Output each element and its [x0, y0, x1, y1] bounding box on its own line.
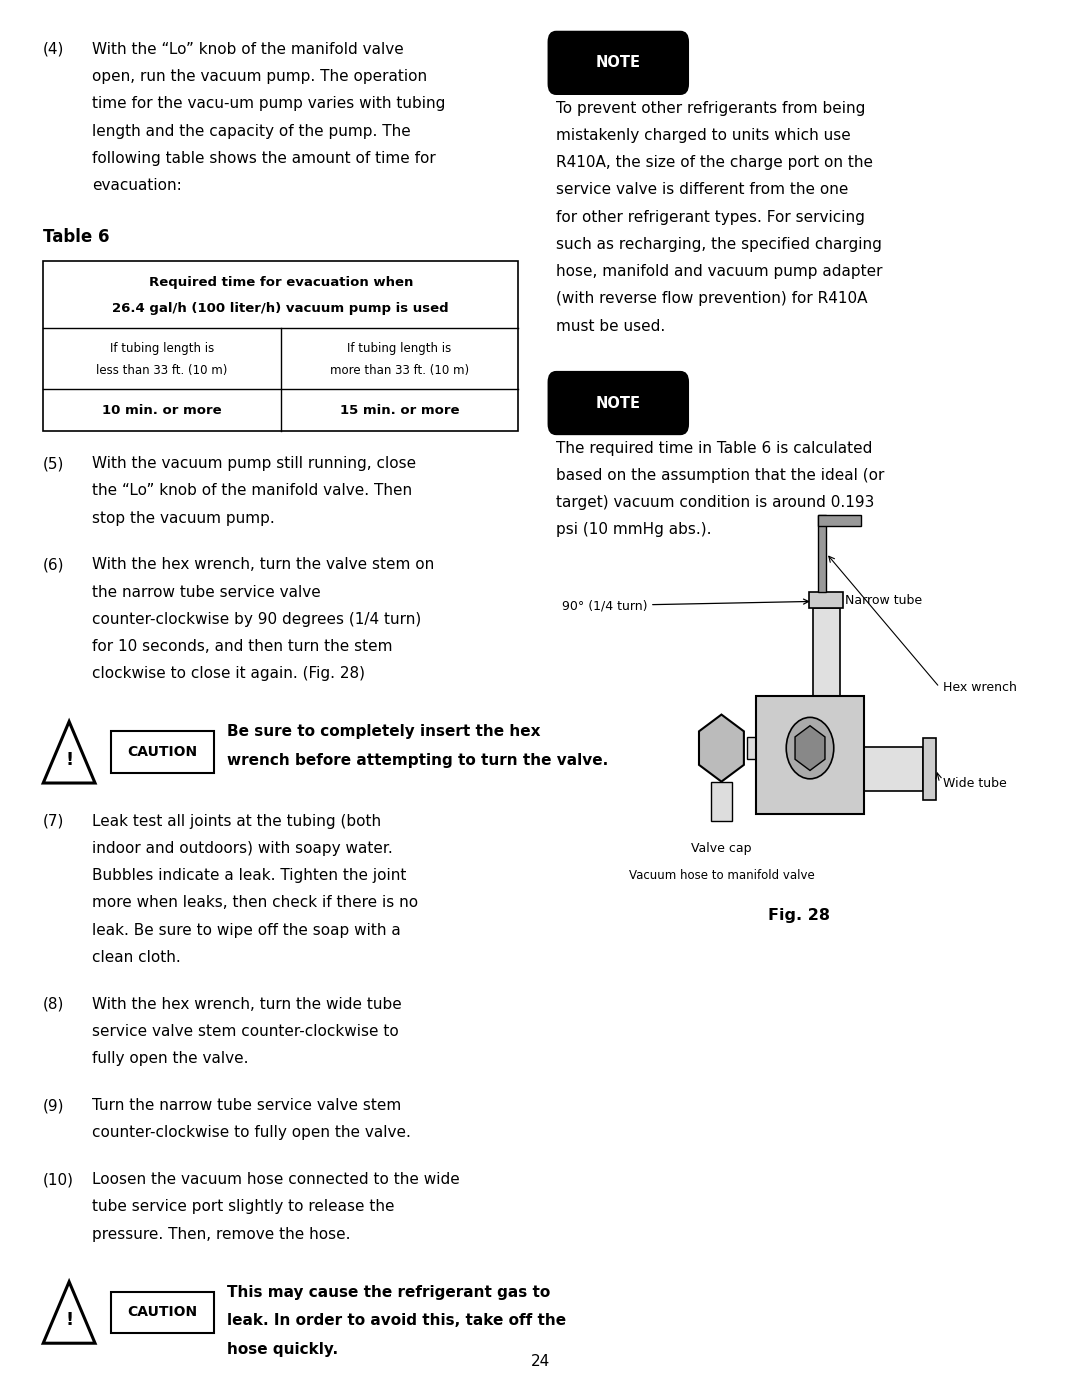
Text: Fig. 28: Fig. 28 [768, 908, 831, 923]
Text: 26.4 gal/h (100 liter/h) vacuum pump is used: 26.4 gal/h (100 liter/h) vacuum pump is … [112, 302, 449, 314]
Text: the narrow tube service valve: the narrow tube service valve [92, 584, 321, 599]
Text: less than 33 ft. (10 m): less than 33 ft. (10 m) [96, 365, 228, 377]
Text: (6): (6) [43, 557, 65, 573]
Text: counter-clockwise by 90 degrees (1/4 turn): counter-clockwise by 90 degrees (1/4 tur… [92, 612, 421, 627]
Polygon shape [43, 1281, 95, 1343]
Text: target) vacuum condition is around 0.193: target) vacuum condition is around 0.193 [556, 495, 875, 510]
Text: mistakenly charged to units which use: mistakenly charged to units which use [556, 129, 851, 142]
Text: CAUTION: CAUTION [127, 1305, 198, 1320]
Text: Wide tube: Wide tube [943, 777, 1007, 789]
Text: more than 33 ft. (10 m): more than 33 ft. (10 m) [330, 365, 469, 377]
Text: leak. In order to avoid this, take off the: leak. In order to avoid this, take off t… [227, 1313, 566, 1329]
Polygon shape [795, 725, 825, 770]
Text: If tubing length is: If tubing length is [348, 342, 451, 355]
Text: !: ! [65, 1310, 73, 1329]
Text: 24: 24 [530, 1354, 550, 1369]
Text: for 10 seconds, and then turn the stem: for 10 seconds, and then turn the stem [92, 638, 392, 654]
Text: clockwise to close it again. (Fig. 28): clockwise to close it again. (Fig. 28) [92, 666, 365, 682]
Text: To prevent other refrigerants from being: To prevent other refrigerants from being [556, 101, 865, 116]
Text: Required time for evacuation when: Required time for evacuation when [149, 277, 413, 289]
Text: With the hex wrench, turn the valve stem on: With the hex wrench, turn the valve stem… [92, 557, 434, 573]
Bar [923, 738, 936, 799]
Text: R410A, the size of the charge port on the: R410A, the size of the charge port on th… [556, 155, 874, 170]
Text: With the vacuum pump still running, close: With the vacuum pump still running, clos… [92, 455, 416, 471]
Bar [111, 1291, 214, 1333]
Text: indoor and outdoors) with soapy water.: indoor and outdoors) with soapy water. [92, 841, 392, 856]
Text: Be sure to completely insert the hex: Be sure to completely insert the hex [227, 724, 540, 739]
Text: !: ! [65, 750, 73, 768]
Text: If tubing length is: If tubing length is [110, 342, 214, 355]
Text: Leak test all joints at the tubing (both: Leak test all joints at the tubing (both [92, 813, 381, 828]
Text: Valve cap: Valve cap [691, 841, 752, 855]
Bar [711, 781, 732, 820]
Bar [43, 260, 518, 430]
Text: Loosen the vacuum hose connected to the wide: Loosen the vacuum hose connected to the … [92, 1172, 460, 1187]
Text: tube service port slightly to release the: tube service port slightly to release th… [92, 1199, 394, 1214]
Text: hose, manifold and vacuum pump adapter: hose, manifold and vacuum pump adapter [556, 264, 882, 279]
Text: following table shows the amount of time for: following table shows the amount of time… [92, 151, 435, 166]
Text: (10): (10) [43, 1172, 75, 1187]
Text: (5): (5) [43, 455, 65, 471]
Text: evacuation:: evacuation: [92, 177, 181, 193]
Text: 90° (1/4 turn): 90° (1/4 turn) [562, 599, 809, 612]
Text: NOTE: NOTE [596, 56, 640, 70]
Text: open, run the vacuum pump. The operation: open, run the vacuum pump. The operation [92, 68, 427, 84]
Text: Bubbles indicate a leak. Tighten the joint: Bubbles indicate a leak. Tighten the joi… [92, 868, 406, 883]
Polygon shape [43, 721, 95, 782]
Bar [818, 514, 861, 525]
Text: time for the vacu-um pump varies with tubing: time for the vacu-um pump varies with tu… [92, 96, 445, 112]
Circle shape [786, 717, 834, 778]
Text: (with reverse flow prevention) for R410A: (with reverse flow prevention) for R410A [556, 291, 867, 306]
Text: service valve is different from the one: service valve is different from the one [556, 182, 849, 197]
Text: Hex wrench: Hex wrench [943, 680, 1016, 694]
Text: (7): (7) [43, 813, 65, 828]
Text: NOTE: NOTE [596, 395, 640, 411]
Bar [747, 736, 756, 759]
Text: (4): (4) [43, 42, 65, 57]
Text: With the hex wrench, turn the wide tube: With the hex wrench, turn the wide tube [92, 996, 402, 1011]
FancyBboxPatch shape [548, 370, 689, 434]
Text: for other refrigerant types. For servicing: for other refrigerant types. For servici… [556, 210, 865, 225]
Text: based on the assumption that the ideal (or: based on the assumption that the ideal (… [556, 468, 885, 483]
Text: service valve stem counter-clockwise to: service valve stem counter-clockwise to [92, 1024, 399, 1039]
FancyBboxPatch shape [548, 31, 689, 95]
Text: Vacuum hose to manifold valve: Vacuum hose to manifold valve [629, 869, 814, 882]
Text: length and the capacity of the pump. The: length and the capacity of the pump. The [92, 123, 410, 138]
Bar [818, 514, 826, 591]
Text: (8): (8) [43, 996, 65, 1011]
Text: The required time in Table 6 is calculated: The required time in Table 6 is calculat… [556, 440, 873, 455]
Bar [864, 746, 923, 791]
Text: CAUTION: CAUTION [127, 745, 198, 760]
Bar [813, 608, 840, 696]
Bar [756, 696, 864, 814]
Text: psi (10 mmHg abs.).: psi (10 mmHg abs.). [556, 522, 712, 538]
Text: Turn the narrow tube service valve stem: Turn the narrow tube service valve stem [92, 1098, 401, 1113]
Text: clean cloth.: clean cloth. [92, 950, 180, 965]
Text: leak. Be sure to wipe off the soap with a: leak. Be sure to wipe off the soap with … [92, 922, 401, 937]
Text: hose quickly.: hose quickly. [227, 1341, 338, 1356]
Text: the “Lo” knob of the manifold valve. Then: the “Lo” knob of the manifold valve. The… [92, 483, 411, 499]
Text: must be used.: must be used. [556, 319, 665, 334]
Polygon shape [699, 714, 744, 781]
Text: counter-clockwise to fully open the valve.: counter-clockwise to fully open the valv… [92, 1125, 410, 1140]
Text: 10 min. or more: 10 min. or more [103, 404, 221, 416]
Text: pressure. Then, remove the hose.: pressure. Then, remove the hose. [92, 1227, 350, 1242]
Bar [810, 591, 843, 608]
Text: such as recharging, the specified charging: such as recharging, the specified chargi… [556, 236, 882, 251]
Text: Narrow tube: Narrow tube [846, 594, 922, 606]
Text: wrench before attempting to turn the valve.: wrench before attempting to turn the val… [227, 753, 608, 768]
Text: fully open the valve.: fully open the valve. [92, 1051, 248, 1066]
Text: 15 min. or more: 15 min. or more [340, 404, 459, 416]
Text: more when leaks, then check if there is no: more when leaks, then check if there is … [92, 895, 418, 911]
Text: This may cause the refrigerant gas to: This may cause the refrigerant gas to [227, 1284, 550, 1299]
Text: With the “Lo” knob of the manifold valve: With the “Lo” knob of the manifold valve [92, 42, 404, 57]
Bar [111, 731, 214, 773]
Text: stop the vacuum pump.: stop the vacuum pump. [92, 510, 274, 525]
Text: Table 6: Table 6 [43, 228, 110, 246]
Text: (9): (9) [43, 1098, 65, 1113]
